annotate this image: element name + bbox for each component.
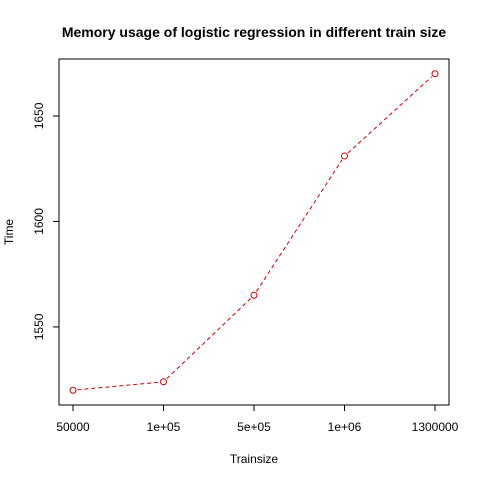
y-axis-label: Time <box>2 219 16 246</box>
x-tick-label: 5e+05 <box>237 420 271 434</box>
y-axis: 1550 1600 1650 <box>32 102 59 340</box>
data-point <box>69 386 77 394</box>
data-point <box>250 291 258 299</box>
series-line-segment <box>166 298 252 380</box>
series-line-segment <box>256 159 343 292</box>
series-line-segment <box>77 381 160 391</box>
x-tick-label: 1300000 <box>412 420 459 434</box>
x-tick-label: 1e+05 <box>147 420 181 434</box>
x-tick-label: 50000 <box>56 420 90 434</box>
y-tick-label: 1600 <box>32 208 46 235</box>
plot-frame <box>58 58 450 406</box>
data-point <box>341 152 348 160</box>
x-tick-label: 1e+06 <box>328 420 362 434</box>
data-point <box>431 70 439 78</box>
y-tick-label: 1550 <box>32 313 46 340</box>
series-line-segment <box>347 76 433 154</box>
data-point <box>160 378 167 386</box>
x-axis-label: Trainsize <box>230 452 279 466</box>
y-tick-label: 1650 <box>32 102 46 129</box>
chart-title: Memory usage of logistic regression in d… <box>62 24 447 40</box>
series-layer <box>69 70 439 394</box>
x-axis: 50000 1e+05 5e+05 1e+06 1300000 <box>56 405 459 434</box>
